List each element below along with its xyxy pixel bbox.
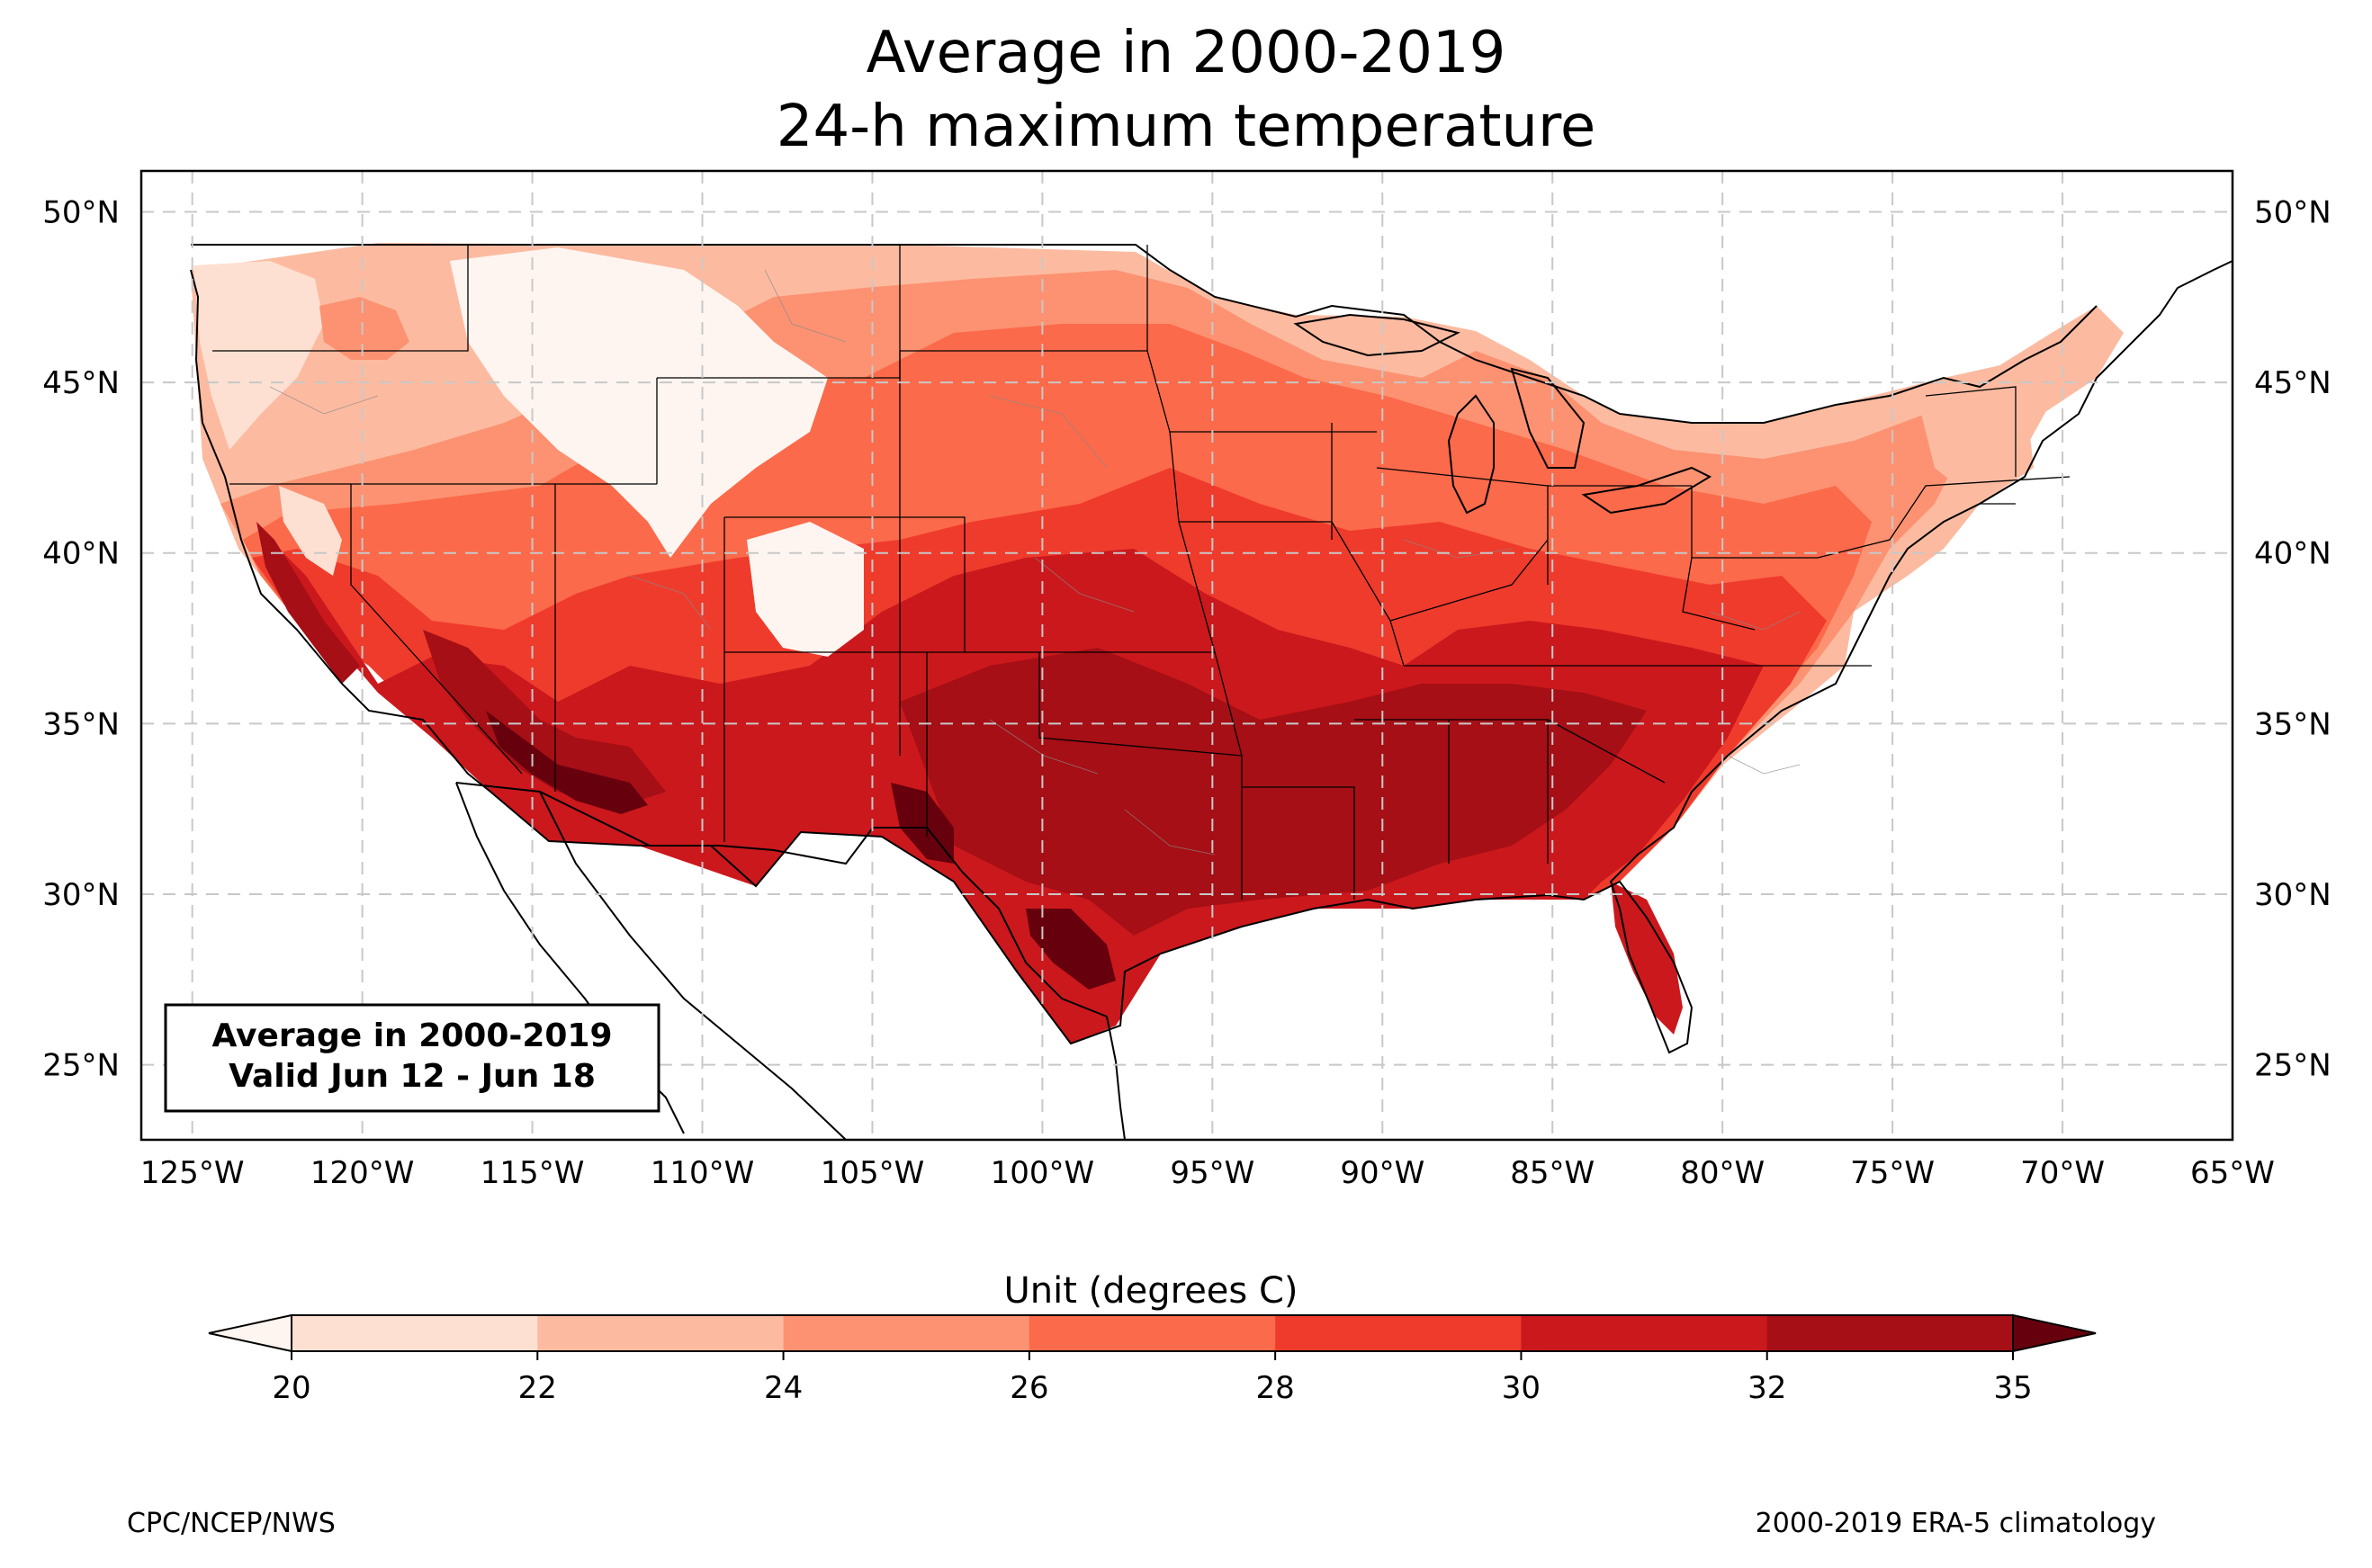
colorbar-segment	[1275, 1315, 1522, 1351]
colorbar-extend-max	[2012, 1313, 2097, 1353]
lat-tick-label-right: 30°N	[2254, 877, 2332, 913]
lat-tick-label-left: 30°N	[42, 877, 120, 913]
map-area	[141, 171, 2233, 1140]
lon-tick-label: 80°W	[1680, 1155, 1765, 1191]
state-borders	[212, 245, 2071, 900]
contour-above35-texas	[1026, 909, 1116, 990]
colorbar-frame	[291, 1314, 2014, 1352]
lon-tick-label: 95°W	[1170, 1155, 1254, 1191]
mexico-mainland	[539, 791, 847, 1140]
lat-tick-label-left: 25°N	[42, 1048, 120, 1084]
colorbar: 20 22 24 26 28 30 32 35	[208, 1313, 2097, 1406]
contour-32-35-florida	[1611, 882, 1683, 1035]
colorbar-tick-label: 32	[1748, 1370, 1786, 1406]
lon-tick-label: 100°W	[991, 1155, 1095, 1191]
lon-tick-label: 110°W	[651, 1155, 755, 1191]
gridlines	[141, 171, 2233, 1140]
colorbar-segment	[1029, 1315, 1276, 1351]
temperature-field	[191, 243, 2124, 1044]
colorbar-title: Unit (degrees C)	[1003, 1270, 1298, 1312]
coastline-us	[190, 260, 2233, 1054]
colorbar-tick-label: 24	[764, 1370, 803, 1406]
map-frame	[139, 169, 2234, 1142]
land-outline	[190, 244, 2233, 1140]
lat-tick-labels: 50°N 50°N 45°N 45°N 40°N 40°N 35°N 35°N 30°N 30°N…	[42, 195, 2331, 1084]
county-lines	[269, 269, 1801, 856]
lon-tick-labels: 125°W 120°W 115°W 110°W 105°W 100°W 95°W 90°W 85…	[140, 1155, 2275, 1191]
credit-left: CPC/NCEP/NWS	[127, 1508, 336, 1539]
colorbar-tick-label: 28	[1256, 1370, 1295, 1406]
lat-tick-label-right: 25°N	[2254, 1048, 2332, 1084]
colorbar-tick-label: 20	[272, 1370, 310, 1406]
colorbar-tick-label: 35	[1993, 1370, 2032, 1406]
lat-tick-label-right: 40°N	[2254, 536, 2332, 572]
lake-huron	[1510, 367, 1586, 469]
colorbar-segment	[783, 1315, 1030, 1351]
chart-title-line1: Average in 2000-2019	[867, 20, 1506, 86]
colorbar-extend-min	[208, 1313, 292, 1353]
cool-zone-washington	[193, 261, 324, 450]
lon-tick-label: 85°W	[1510, 1155, 1595, 1191]
lon-tick-label: 125°W	[140, 1155, 245, 1191]
colorbar-segment	[1766, 1315, 2014, 1351]
lon-tick-label: 90°W	[1340, 1155, 1424, 1191]
lat-tick-label-left: 50°N	[42, 195, 120, 231]
lon-tick-label: 105°W	[821, 1155, 925, 1191]
colorbar-segment	[1521, 1315, 1768, 1351]
colorbar-tick-label: 26	[1010, 1370, 1048, 1406]
warm-zone-columbia-basin	[319, 297, 409, 360]
map-info-box: Average in 2000-2019 Valid Jun 12 - Jun …	[164, 1003, 660, 1113]
lake-michigan	[1447, 394, 1495, 515]
lon-tick-label: 65°W	[2190, 1155, 2275, 1191]
lon-tick-label: 115°W	[481, 1155, 585, 1191]
lat-tick-label-left: 40°N	[42, 536, 120, 572]
lat-tick-label-right: 35°N	[2254, 706, 2332, 742]
lon-tick-label: 70°W	[2020, 1155, 2105, 1191]
lat-tick-label-left: 45°N	[42, 365, 120, 401]
colorbar-tick-label: 22	[518, 1370, 557, 1406]
chart-title-line2: 24-h maximum temperature	[777, 94, 1596, 160]
colorbar-tick-label: 30	[1502, 1370, 1541, 1406]
colorbar-segment	[292, 1315, 538, 1351]
contour-32-35-southwest	[423, 630, 666, 810]
contour-above35-desert	[486, 711, 648, 814]
contour-above35-west-texas	[891, 783, 954, 864]
lake-superior	[1293, 313, 1460, 357]
contour-22-24-new-england	[1917, 387, 2034, 504]
cool-zone-colorado	[747, 522, 864, 657]
contour-32-35-california	[256, 522, 360, 684]
lon-tick-label: 75°W	[1850, 1155, 1935, 1191]
cool-zone-rockies	[450, 247, 828, 558]
info-box-line1: Average in 2000-2019	[211, 1017, 612, 1054]
colorbar-segment	[537, 1315, 785, 1351]
mexico-gulf-coast	[1106, 1016, 1126, 1140]
lat-tick-label-left: 35°N	[42, 706, 120, 742]
info-box-line2: Valid Jun 12 - Jun 18	[229, 1058, 596, 1095]
credit-right: 2000-2019 ERA-5 climatology	[1756, 1508, 2156, 1539]
lat-tick-label-right: 45°N	[2254, 365, 2332, 401]
lon-tick-label: 120°W	[310, 1155, 415, 1191]
lat-tick-label-right: 50°N	[2254, 195, 2332, 231]
info-box-frame	[164, 1003, 660, 1113]
border-canada-us	[191, 244, 2098, 424]
